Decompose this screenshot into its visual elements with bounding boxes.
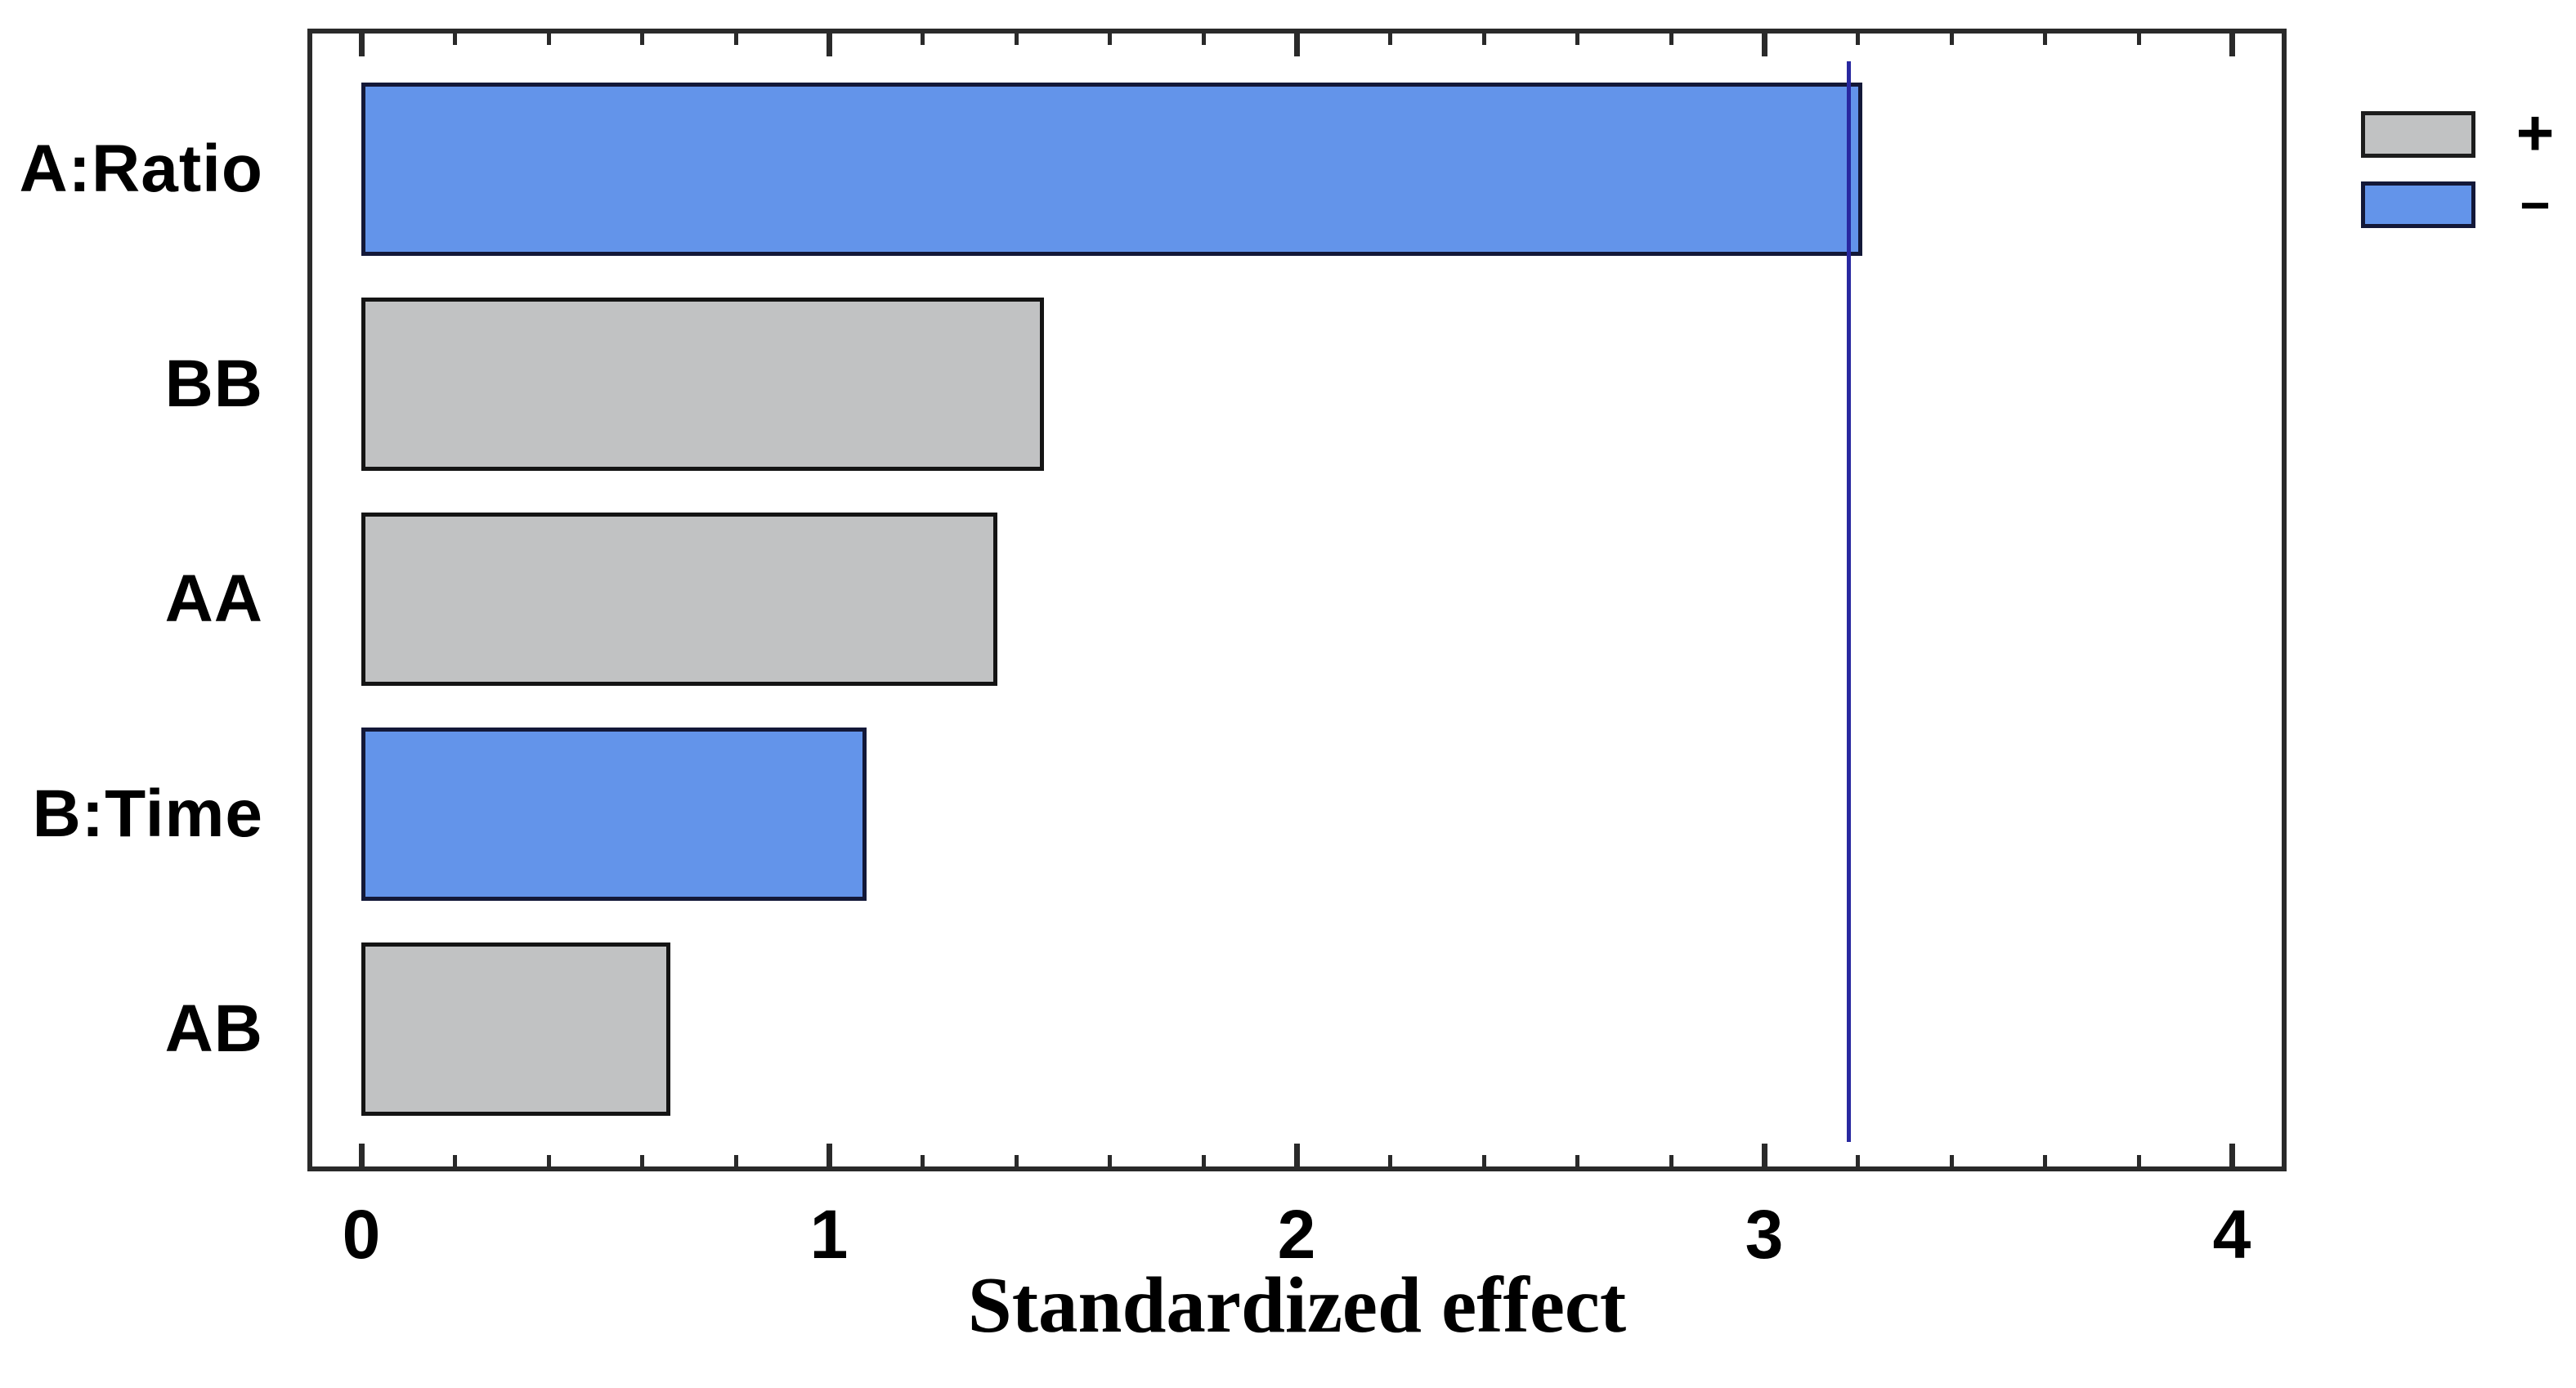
major-tick-bottom (1294, 1144, 1300, 1166)
minor-tick-bottom (1856, 1155, 1860, 1166)
x-tick-label-0: 0 (342, 1196, 381, 1273)
plot-area (307, 29, 2287, 1171)
bar-ab (361, 942, 670, 1116)
bar-bb (361, 298, 1044, 471)
x-tick-label-3: 3 (1745, 1196, 1784, 1273)
minor-tick-top (1856, 34, 1860, 45)
bar-a-ratio (361, 83, 1862, 256)
minor-tick-bottom (547, 1155, 551, 1166)
minor-tick-bottom (1108, 1155, 1112, 1166)
minor-tick-bottom (1388, 1155, 1392, 1166)
minor-tick-top (547, 34, 551, 45)
minor-tick-bottom (1575, 1155, 1579, 1166)
minor-tick-top (2043, 34, 2047, 45)
major-tick-top (2229, 34, 2235, 56)
minor-tick-bottom (1482, 1155, 1486, 1166)
minor-tick-bottom (2043, 1155, 2047, 1166)
minor-tick-bottom (453, 1155, 457, 1166)
minor-tick-top (921, 34, 925, 45)
minor-tick-top (1482, 34, 1486, 45)
minor-tick-bottom (1669, 1155, 1673, 1166)
category-label-b-time: B:Time (32, 777, 263, 851)
minor-tick-bottom (1202, 1155, 1206, 1166)
category-label-ab: AB (164, 992, 263, 1066)
minor-tick-top (734, 34, 738, 45)
minor-tick-top (1950, 34, 1954, 45)
x-axis-title: Standardized effect (967, 1261, 1627, 1349)
major-tick-top (1294, 34, 1300, 56)
minor-tick-bottom (640, 1155, 644, 1166)
x-tick-label-1: 1 (809, 1196, 849, 1273)
legend-negative-label: − (2520, 175, 2551, 235)
minor-tick-top (2137, 34, 2141, 45)
category-label-aa: AA (164, 562, 263, 636)
minor-tick-top (1669, 34, 1673, 45)
major-tick-bottom (359, 1144, 365, 1166)
significance-line (1847, 61, 1851, 1142)
minor-tick-top (1015, 34, 1019, 45)
major-tick-bottom (2229, 1144, 2235, 1166)
minor-tick-bottom (1950, 1155, 1954, 1166)
legend-positive-label: + (2516, 96, 2555, 169)
minor-tick-bottom (2137, 1155, 2141, 1166)
legend-positive-swatch (2361, 111, 2475, 158)
minor-tick-bottom (1015, 1155, 1019, 1166)
major-tick-top (827, 34, 832, 56)
legend-negative-swatch (2361, 181, 2475, 228)
bar-aa (361, 513, 997, 686)
minor-tick-top (1388, 34, 1392, 45)
x-tick-label-2: 2 (1277, 1196, 1316, 1273)
category-label-bb: BB (164, 347, 263, 421)
bar-b-time (361, 728, 867, 901)
minor-tick-bottom (921, 1155, 925, 1166)
major-tick-top (1762, 34, 1767, 56)
minor-tick-top (1108, 34, 1112, 45)
major-tick-bottom (1762, 1144, 1767, 1166)
major-tick-bottom (827, 1144, 832, 1166)
minor-tick-top (1575, 34, 1579, 45)
category-label-a-ratio: A:Ratio (19, 132, 263, 206)
minor-tick-bottom (734, 1155, 738, 1166)
minor-tick-top (1202, 34, 1206, 45)
x-tick-label-4: 4 (2212, 1196, 2251, 1273)
minor-tick-top (453, 34, 457, 45)
major-tick-top (359, 34, 365, 56)
minor-tick-top (640, 34, 644, 45)
